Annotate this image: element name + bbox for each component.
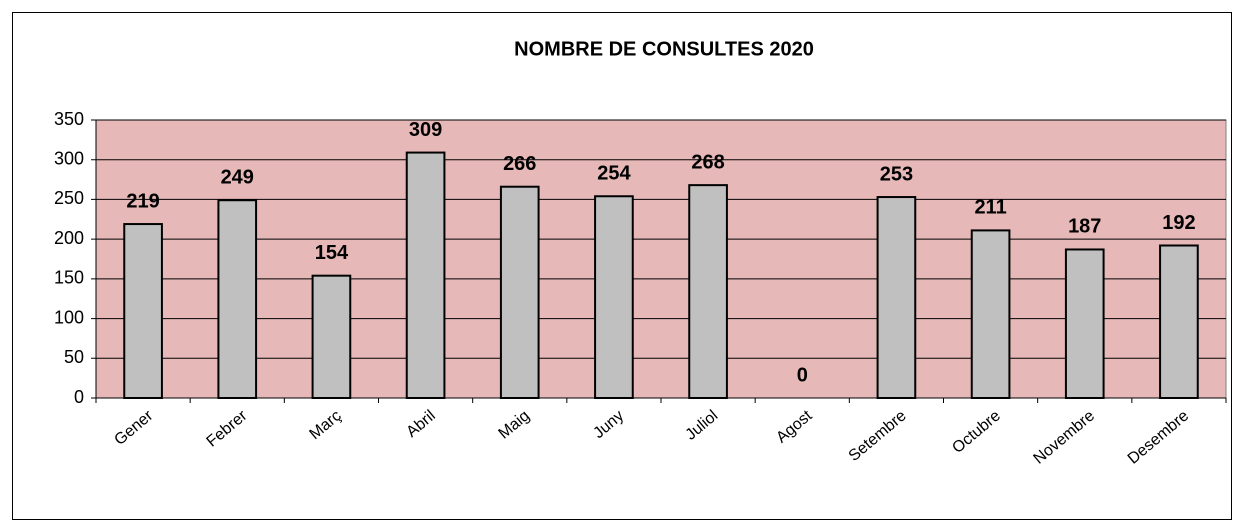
y-tick-label: 0 xyxy=(74,387,84,407)
y-tick-label: 250 xyxy=(54,188,84,208)
data-label: 187 xyxy=(1068,216,1101,238)
data-label: 249 xyxy=(221,167,254,189)
y-tick-label: 350 xyxy=(54,109,84,129)
bar xyxy=(688,184,728,399)
data-label: 0 xyxy=(797,364,808,386)
data-label: 219 xyxy=(126,190,159,212)
data-label: 266 xyxy=(503,153,536,175)
bar xyxy=(405,151,446,399)
bar xyxy=(970,229,1011,399)
plot-area xyxy=(95,119,1227,399)
data-label: 309 xyxy=(409,119,442,141)
data-label: 254 xyxy=(597,163,631,185)
bar xyxy=(1159,244,1199,399)
data-label: 154 xyxy=(315,242,349,264)
y-tick-label: 50 xyxy=(64,347,84,367)
bar xyxy=(217,199,258,399)
y-tick-label: 200 xyxy=(54,228,84,248)
y-tick-label: 100 xyxy=(54,307,84,327)
chart-title: NOMBRE DE CONSULTES 2020 xyxy=(514,38,814,60)
bar xyxy=(123,223,163,399)
data-label: 268 xyxy=(691,151,724,173)
data-label: 253 xyxy=(880,163,913,185)
y-tick-label: 150 xyxy=(54,268,84,288)
y-tick-label: 300 xyxy=(54,148,84,168)
bar xyxy=(311,274,352,399)
bar xyxy=(1064,248,1105,399)
bar xyxy=(499,185,540,399)
data-label: 211 xyxy=(974,197,1006,219)
bar xyxy=(876,196,917,399)
data-label: 192 xyxy=(1162,212,1195,234)
bar xyxy=(594,195,634,399)
